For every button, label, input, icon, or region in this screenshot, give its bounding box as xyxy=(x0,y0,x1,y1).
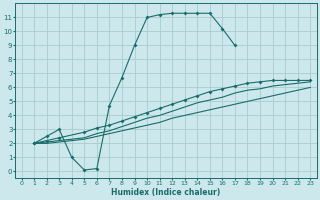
X-axis label: Humidex (Indice chaleur): Humidex (Indice chaleur) xyxy=(111,188,220,197)
